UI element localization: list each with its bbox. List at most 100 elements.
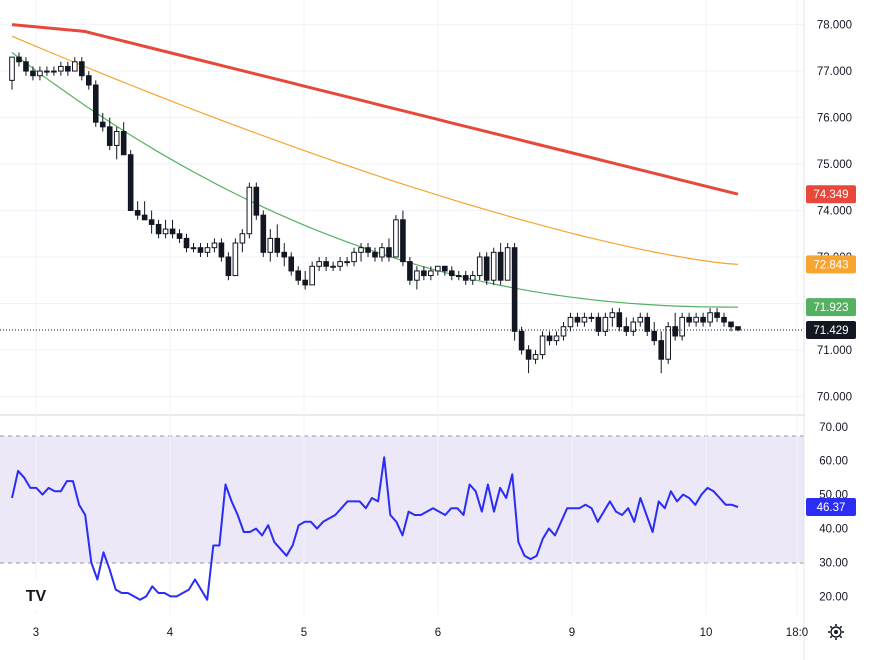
time-tick-label: 9: [569, 627, 575, 639]
candle: [379, 243, 385, 262]
candle-body: [37, 70, 43, 77]
candle-body: [637, 316, 644, 323]
candle-body: [588, 316, 595, 319]
rsi-badge: 46.37: [806, 497, 856, 516]
candle-body: [414, 270, 420, 281]
candle: [700, 312, 706, 327]
candle: [183, 233, 190, 253]
candle-body: [407, 261, 413, 281]
candle: [309, 261, 315, 286]
candle: [106, 117, 113, 151]
candle-body: [686, 316, 692, 323]
price-tick-label: 76.000: [817, 113, 852, 125]
rsi-tick-label: 60.00: [819, 456, 848, 468]
candle-body: [421, 270, 427, 277]
time-tick-label: 18:0: [786, 627, 808, 639]
candle-body: [337, 261, 343, 267]
candle: [316, 256, 322, 271]
candle: [686, 312, 692, 327]
candle: [141, 201, 148, 221]
candle: [504, 243, 511, 281]
candle: [344, 256, 350, 267]
candle: [525, 345, 532, 374]
candle-body: [518, 330, 525, 351]
rsi-badge-bg: [806, 497, 856, 516]
candle-body: [560, 326, 567, 337]
candle-body: [721, 316, 727, 323]
price-tick-label: 74.000: [817, 206, 852, 218]
candle: [330, 261, 336, 271]
candle: [581, 312, 588, 327]
candle-body: [609, 312, 616, 318]
candle: [274, 224, 281, 257]
candle: [225, 252, 232, 281]
candle: [400, 210, 406, 267]
candle: [92, 80, 99, 127]
candle: [127, 150, 134, 212]
candle-body: [141, 214, 148, 221]
candle: [532, 349, 539, 364]
candle-body: [707, 312, 713, 323]
gear-icon[interactable]: [828, 624, 844, 640]
candle: [211, 238, 218, 253]
candle: [644, 312, 651, 336]
candle-body: [553, 335, 560, 342]
time-tick-label: 3: [33, 627, 39, 639]
candle-body: [246, 186, 253, 235]
candle-body: [225, 256, 232, 277]
candle: [560, 322, 567, 341]
price-tick-label: 70.000: [817, 391, 852, 403]
candle-body: [127, 154, 134, 212]
candle-body: [476, 256, 483, 277]
candle: [148, 210, 155, 234]
candle: [672, 312, 678, 341]
candle: [462, 270, 469, 285]
candle-body: [232, 242, 239, 277]
candle-body: [99, 121, 106, 128]
candle-body: [490, 251, 497, 281]
candle: [455, 270, 462, 281]
candle: [99, 112, 106, 132]
candle: [483, 252, 490, 285]
candle: [490, 247, 497, 285]
candle-body: [658, 340, 665, 360]
candle: [302, 270, 308, 290]
candle: [393, 215, 399, 258]
candle-body: [462, 275, 469, 281]
time-tick-label: 5: [301, 627, 307, 639]
candle-body: [162, 228, 169, 235]
candle: [651, 322, 658, 346]
ma-badge-0-bg: [806, 185, 856, 204]
candle-body: [483, 256, 490, 281]
candle-body: [344, 261, 350, 264]
candle-body: [65, 65, 71, 72]
candle: [113, 126, 120, 160]
candle: [134, 201, 141, 220]
candle: [511, 243, 518, 341]
candle: [407, 256, 413, 285]
time-tick-label: 10: [700, 627, 713, 639]
candle: [518, 326, 525, 355]
price-tick-label: 77.000: [817, 66, 852, 78]
candle: [281, 243, 288, 267]
last-price-badge-bg: [806, 320, 856, 339]
candle: [239, 229, 246, 253]
candle: [246, 182, 253, 239]
candle-body: [295, 270, 302, 281]
candle-body: [379, 247, 385, 258]
logo-text: TV: [26, 588, 47, 605]
candle-body: [323, 261, 329, 267]
candle-body: [714, 312, 720, 318]
candle-body: [260, 214, 267, 253]
price-tick-label: 78.000: [817, 20, 852, 32]
candle-body: [218, 242, 225, 258]
candle: [37, 66, 43, 81]
candle-body: [442, 265, 448, 272]
candle-body: [134, 210, 141, 216]
candle-body: [79, 61, 85, 77]
tradingview-logo-icon[interactable]: TV: [18, 578, 54, 610]
candle-body: [309, 265, 315, 286]
candle-body: [546, 335, 553, 342]
candle-body: [92, 84, 99, 123]
